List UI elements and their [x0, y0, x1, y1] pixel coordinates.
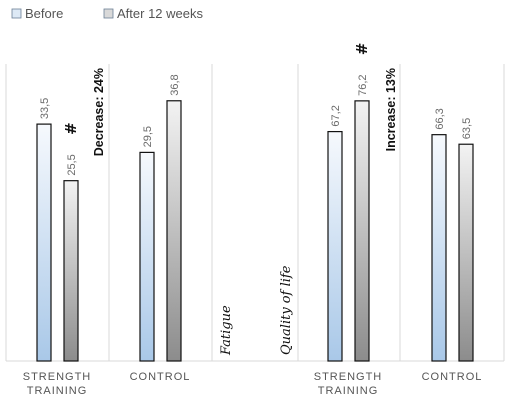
- data-label-0-0-1: 29,5: [142, 126, 154, 147]
- panel-label-1: Quality of life: [279, 265, 294, 355]
- bar-before-1-0: [327, 130, 343, 362]
- legend: Before After 12 weeks: [11, 6, 203, 21]
- bar-before-0-0: [36, 123, 52, 362]
- category-label-0-1: CONTROL: [130, 371, 191, 383]
- significance-marker-1: #: [353, 42, 371, 55]
- bar-after-0-0: [63, 180, 79, 362]
- data-label-1-1-1: 63,5: [461, 118, 473, 139]
- bar-before-0-1: [139, 151, 155, 362]
- category-label-1-1: CONTROL: [422, 371, 483, 383]
- data-label-1-1-0: 76,2: [357, 74, 369, 95]
- data-label-0-1-1: 36,8: [169, 74, 181, 95]
- panel-gridlines: [5, 64, 505, 362]
- bar-after-1-1: [458, 143, 474, 362]
- panel-0: 33,5 29,5 25,5 36,8 # Decrease: 24% Fatigue STR…: [23, 68, 234, 397]
- category-label-1-0: STRENGTH TRAINING: [314, 371, 383, 397]
- data-label-1-0-0: 67,2: [330, 105, 342, 126]
- category-label-0-0: STRENGTH TRAINING: [23, 371, 92, 397]
- chart-marks: 33,5 29,5 25,5 36,8 # Decrease: 24% Fatigue STR…: [23, 42, 483, 397]
- panel-1: 67,2 66,3 76,2 63,5 # Increase: 13% Quality of…: [279, 42, 483, 397]
- panel-label-0: Fatigue: [219, 305, 234, 356]
- significance-marker-0: #: [62, 122, 80, 135]
- data-label-0-0-0: 33,5: [39, 98, 51, 119]
- legend-swatch-0: [11, 8, 22, 19]
- bar-after-0-1: [166, 100, 182, 362]
- bar-before-1-1: [431, 134, 447, 362]
- legend-label-0: Before: [25, 6, 63, 21]
- annotation-1: Increase: 13%: [384, 68, 398, 151]
- legend-label-1: After 12 weeks: [117, 6, 203, 21]
- bar-after-1-0: [354, 100, 370, 362]
- legend-swatch-1: [103, 8, 114, 19]
- data-label-0-1-0: 25,5: [66, 154, 78, 175]
- annotation-0: Decrease: 24%: [92, 68, 106, 156]
- data-label-1-0-1: 66,3: [434, 108, 446, 129]
